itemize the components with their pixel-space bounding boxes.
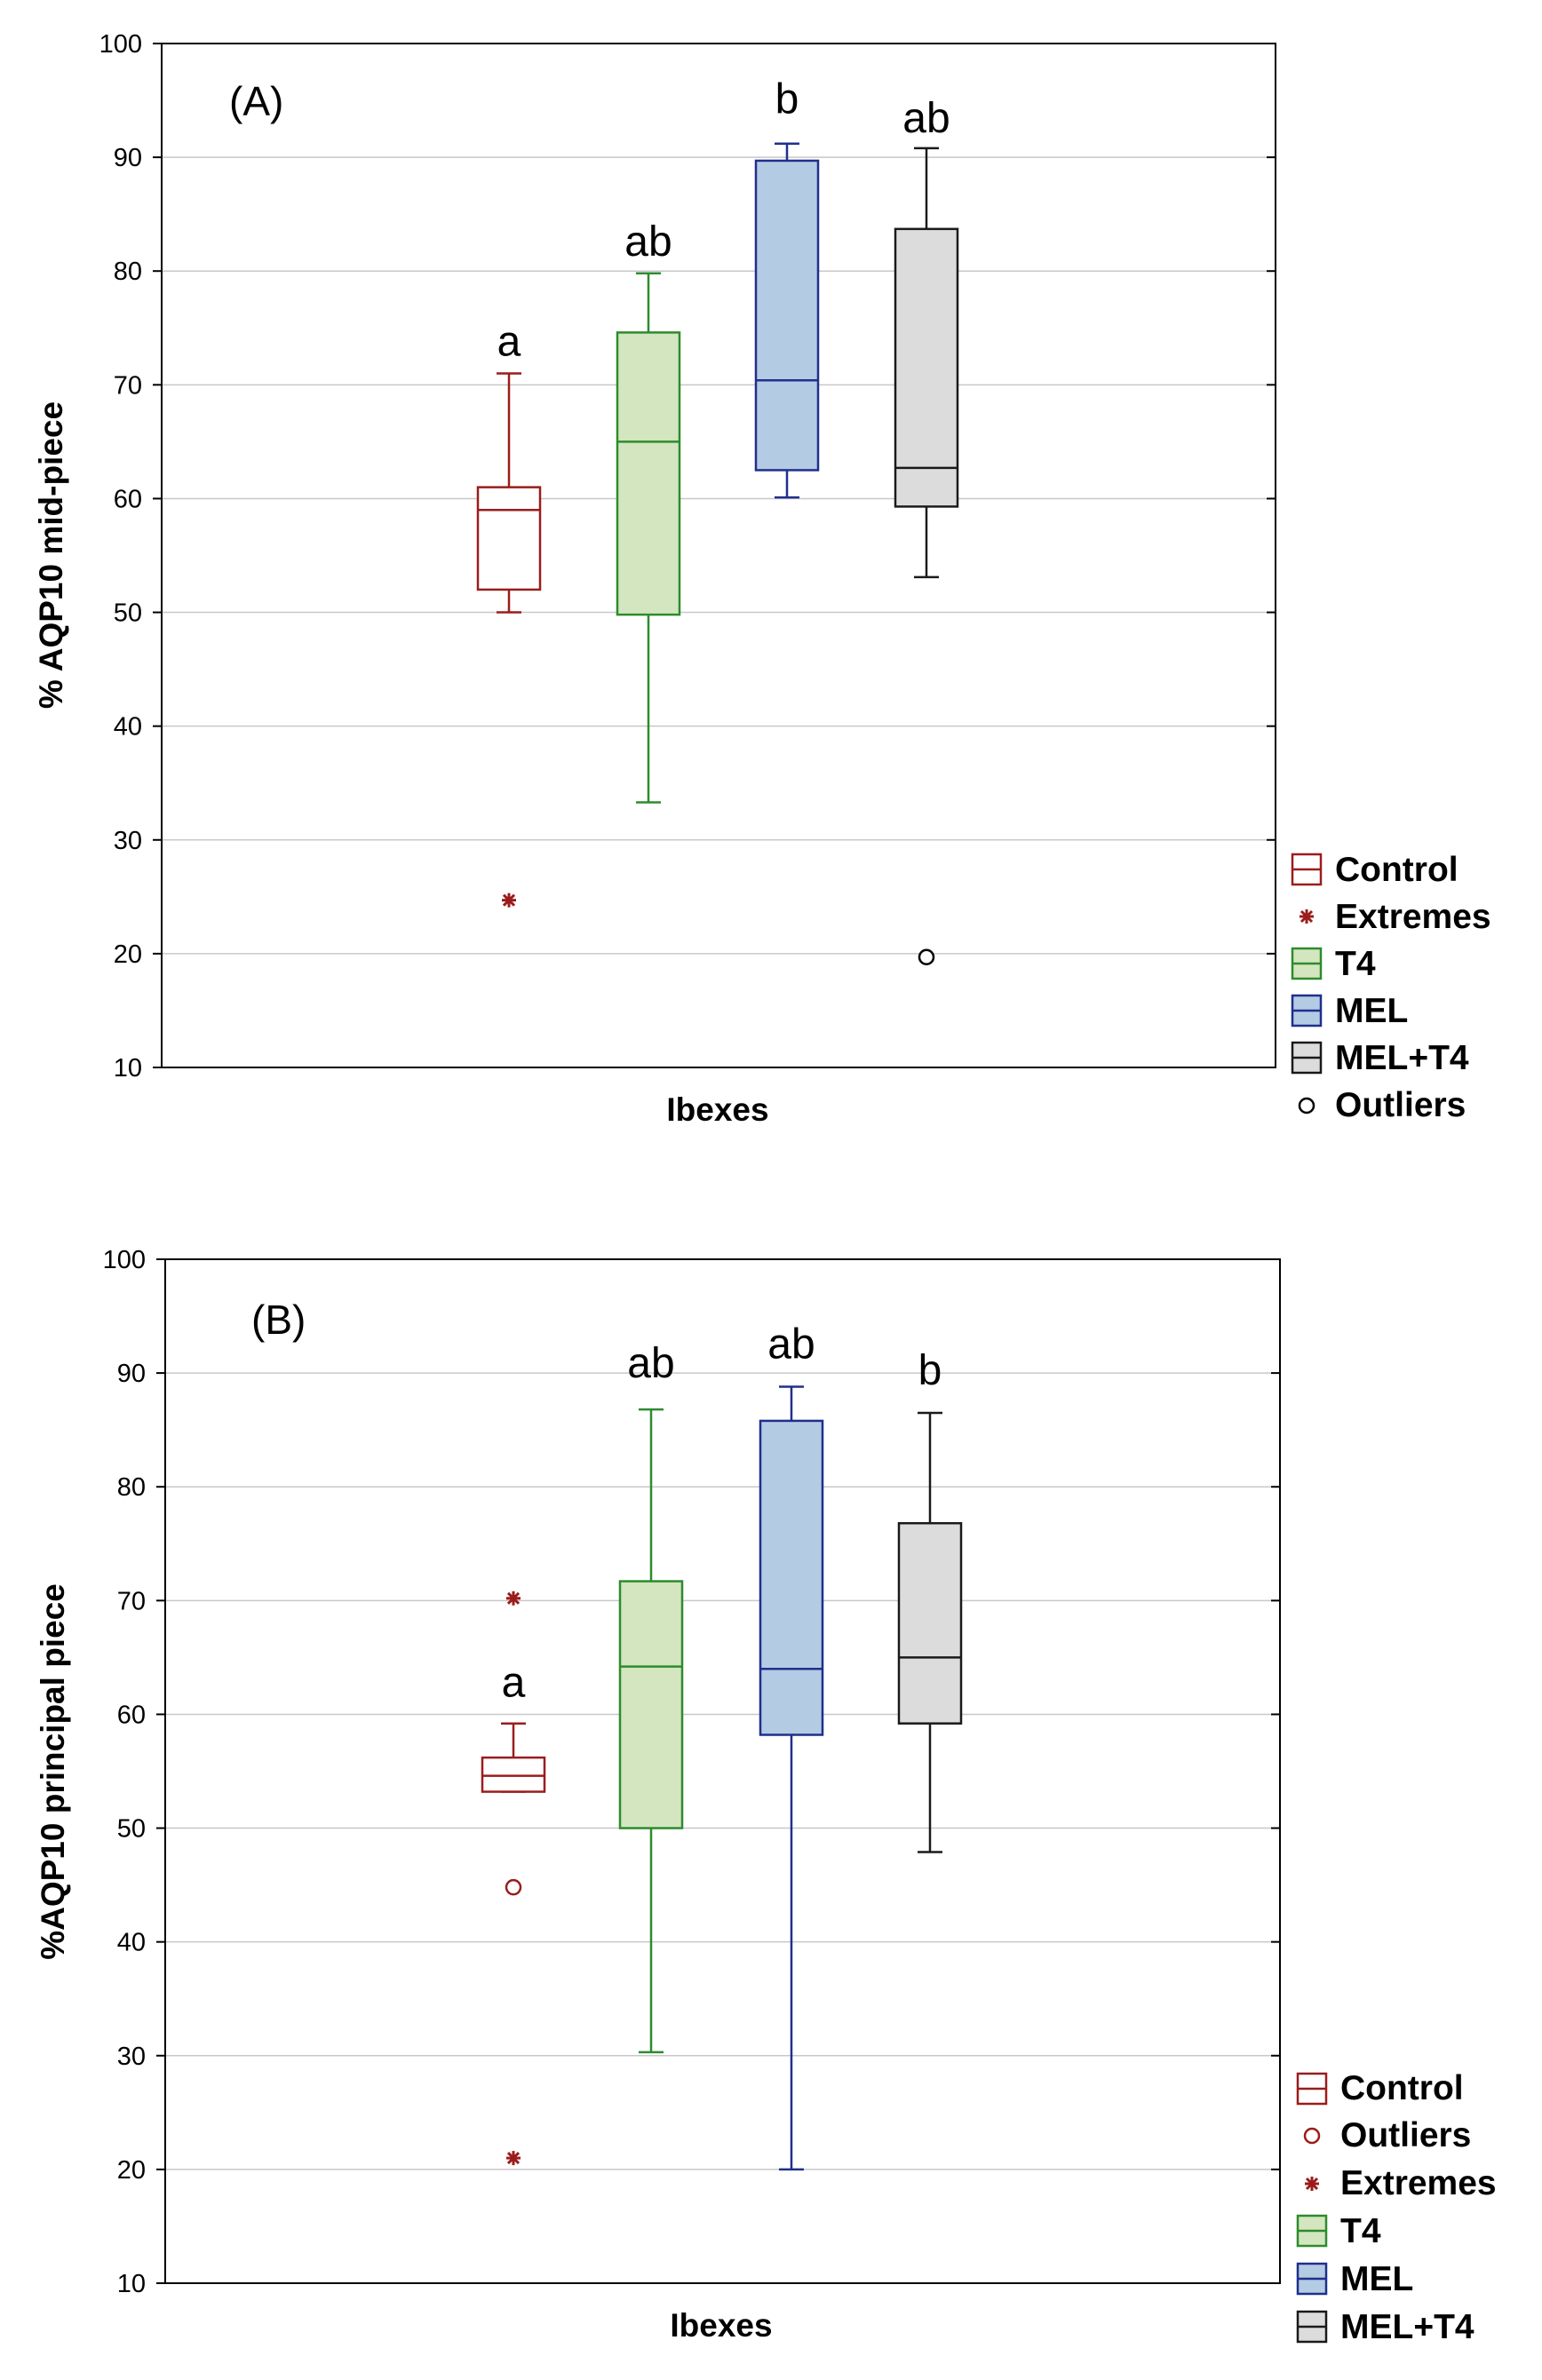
panel-b-box-meltt4: b (897, 1347, 963, 1853)
panel-b-y-axis-label: %AQP10 principal piece (35, 1583, 71, 1960)
panel-b-plot-frame (164, 1258, 1281, 2284)
panel-b-x-axis-label: Ibexes (670, 2307, 772, 2344)
significance-letter: ab (767, 1321, 815, 1368)
legend-a-outliers: Outliers (1298, 1086, 1466, 1124)
panel-b-box-control: a (481, 1591, 546, 2166)
legend-b-mel: MEL (1296, 2260, 1413, 2298)
panel-b-y-tick-label: 60 (117, 1701, 146, 1729)
panel-a-y-tick-label: 10 (114, 1054, 142, 1083)
panel-b-legend: Control Outliers Extremes T4 (1296, 2069, 1497, 2346)
legend-b-control: Control (1296, 2069, 1464, 2107)
panel-b-y-tick-label: 40 (117, 1929, 146, 1957)
panel-a-y-tick-label: 30 (114, 827, 142, 855)
panel-b-box-mel: ab (759, 1321, 824, 2171)
panel-b-y-tick-label: 100 (103, 1246, 146, 1274)
iqr-box (616, 331, 681, 616)
legend-b-extremes-marker (1305, 2177, 1319, 2191)
legend-b-outliers-label: Outliers (1340, 2116, 1471, 2154)
extreme-point (502, 892, 516, 908)
iqr-box (754, 159, 820, 472)
panel-a-y-tick-label: 20 (114, 940, 142, 969)
panel-b-box-t4: ab (618, 1340, 684, 2054)
panel-b-grid (165, 1372, 1280, 2170)
legend-a-meltt4-label: MEL+T4 (1335, 1039, 1469, 1077)
panel-a-box-mel: b (754, 76, 820, 499)
iqr-box (476, 486, 542, 591)
extreme-point (506, 1591, 521, 1606)
outlier-point (505, 1878, 522, 1896)
panel-b-y-tick-label: 10 (117, 2270, 146, 2298)
legend-a-mel: MEL (1291, 992, 1408, 1030)
panel-a-y-tick-label: 90 (114, 144, 142, 172)
panel-a-y-axis-label: % AQP10 mid-piece (33, 401, 69, 709)
significance-letter: ab (624, 218, 672, 266)
panel-a-y-tick-label: 60 (114, 485, 142, 513)
legend-a-meltt4: MEL+T4 (1291, 1039, 1469, 1077)
panel-a-x-axis-label: Ibexes (666, 1091, 768, 1128)
panel-b-y-tick-label: 70 (117, 1587, 146, 1615)
legend-b-extremes: Extremes (1305, 2164, 1497, 2202)
legend-a-t4-label: T4 (1335, 945, 1376, 983)
legend-b-t4-label: T4 (1340, 2212, 1381, 2250)
iqr-box (759, 1419, 824, 1736)
panel-b-y-tick-label: 30 (117, 2043, 146, 2071)
panel-b-y-tick-label: 90 (117, 1360, 146, 1388)
panel-a-boxes: a ab b ab (476, 76, 959, 965)
legend-b-extremes-label: Extremes (1340, 2164, 1497, 2202)
legend-a-control-label: Control (1335, 851, 1459, 889)
legend-b-mel-label: MEL (1340, 2260, 1413, 2298)
panel-a-y-tick-label: 50 (114, 599, 142, 628)
significance-letter: ab (627, 1340, 674, 1387)
legend-a-t4: T4 (1291, 945, 1376, 983)
panel-a-plot-frame (161, 43, 1276, 1068)
panel-a-y-tick-label: 40 (114, 713, 142, 742)
legend-b-control-label: Control (1340, 2069, 1464, 2107)
legend-a-extremes-marker (1300, 909, 1314, 924)
legend-b-outliers-marker (1303, 2127, 1321, 2145)
panel-a-legend: Control Extremes T4 MEL (1291, 851, 1491, 1124)
significance-letter: a (497, 319, 521, 366)
panel-a-label: (A) (229, 78, 283, 124)
iqr-box (894, 227, 959, 508)
panel-b-y-ticks: 10 20 30 40 50 60 70 80 90 100 (103, 1246, 1280, 2298)
panel-a-y-ticks: 10 20 30 40 50 60 70 80 90 100 (99, 30, 1276, 1083)
iqr-box (481, 1756, 546, 1793)
panel-a-y-tick-label: 80 (114, 258, 142, 286)
legend-a-extremes-label: Extremes (1335, 898, 1491, 936)
panel-a-grid (162, 156, 1276, 955)
iqr-box (618, 1580, 684, 1829)
outlier-point (918, 948, 935, 965)
panel-a-y-tick-label: 100 (99, 30, 142, 59)
legend-a-outliers-label: Outliers (1335, 1086, 1466, 1124)
legend-a-mel-label: MEL (1335, 992, 1408, 1030)
panel-a-y-tick-label: 70 (114, 371, 142, 400)
legend-a-control: Control (1291, 851, 1459, 889)
panel-b-y-tick-label: 20 (117, 2156, 146, 2185)
legend-a-extremes: Extremes (1300, 898, 1491, 936)
significance-letter: b (918, 1347, 942, 1394)
legend-b-t4: T4 (1296, 2212, 1381, 2250)
extreme-point (506, 2151, 521, 2166)
panel-b-y-tick-label: 50 (117, 1815, 146, 1844)
legend-b-outliers: Outliers (1303, 2116, 1471, 2154)
legend-b-meltt4-label: MEL+T4 (1340, 2308, 1474, 2346)
panel-a-box-t4: ab (616, 218, 681, 804)
iqr-box (897, 1521, 963, 1725)
panel-b-boxes: a ab ab b (481, 1321, 963, 2171)
legend-a-outliers-marker (1298, 1097, 1315, 1115)
panel-b-y-tick-label: 80 (117, 1473, 146, 1502)
significance-letter: ab (902, 95, 950, 142)
significance-letter: a (502, 1660, 526, 1707)
panel-a-box-control: a (476, 319, 542, 908)
panel-b-label: (B) (251, 1297, 306, 1343)
significance-letter: b (775, 76, 799, 123)
legend-b-meltt4: MEL+T4 (1296, 2308, 1474, 2346)
panel-a-box-meltt4: ab (894, 95, 959, 965)
